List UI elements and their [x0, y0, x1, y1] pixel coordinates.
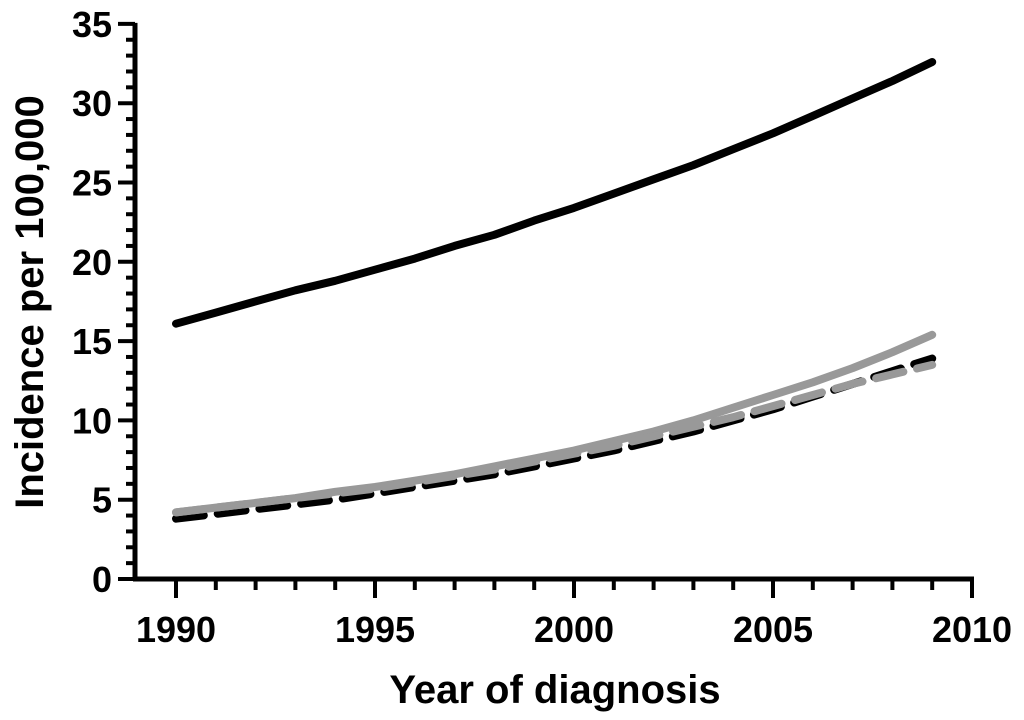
y-axis-title: Incidence per 100,000: [8, 95, 52, 509]
y-tick-label: 5: [92, 480, 112, 521]
series-line-2: [172, 330, 937, 517]
y-tick-label: 0: [92, 559, 112, 600]
x-tick-label: 2010: [932, 609, 1012, 650]
x-tick-label: 2005: [733, 609, 813, 650]
y-tick-label: 15: [72, 321, 112, 362]
y-tick-label: 35: [72, 4, 112, 45]
plot-lines: [172, 58, 937, 523]
x-tick-label: 1990: [136, 609, 216, 650]
y-axis: 0 5 10 15 20 25 30 35: [72, 4, 138, 600]
x-axis-title: Year of diagnosis: [389, 668, 720, 712]
y-tick-label: 10: [72, 400, 112, 441]
y-tick-label: 25: [72, 163, 112, 204]
x-tick-label: 1995: [335, 609, 415, 650]
series-line-4: [172, 360, 937, 517]
y-tick-label: 30: [72, 83, 112, 124]
x-axis: 1990 1995 2000 2005 2010: [133, 576, 1012, 650]
series-line-1: [172, 58, 937, 328]
y-tick-label: 20: [72, 242, 112, 283]
x-tick-label: 2000: [534, 609, 614, 650]
